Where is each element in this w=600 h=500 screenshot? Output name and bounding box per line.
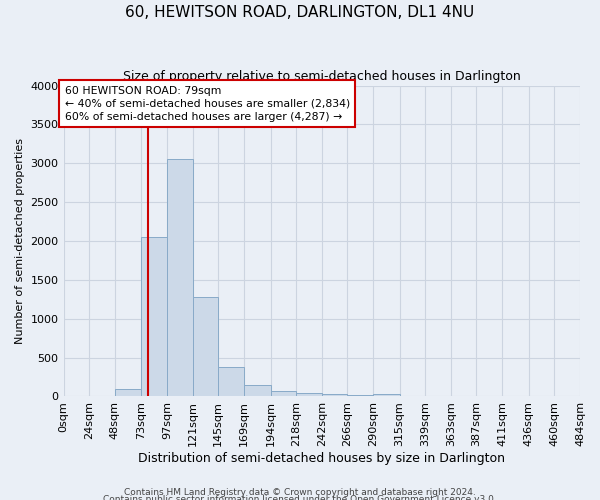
Bar bbox=[373, 394, 400, 396]
Title: Size of property relative to semi-detached houses in Darlington: Size of property relative to semi-detach… bbox=[123, 70, 521, 83]
Text: Contains HM Land Registry data © Crown copyright and database right 2024.: Contains HM Land Registry data © Crown c… bbox=[124, 488, 476, 497]
Bar bbox=[296, 393, 322, 396]
Bar bbox=[271, 390, 296, 396]
Bar bbox=[244, 385, 271, 396]
Text: Contains public sector information licensed under the Open Government Licence v3: Contains public sector information licen… bbox=[103, 496, 497, 500]
Bar bbox=[218, 368, 244, 396]
Text: 60 HEWITSON ROAD: 79sqm
← 40% of semi-detached houses are smaller (2,834)
60% of: 60 HEWITSON ROAD: 79sqm ← 40% of semi-de… bbox=[65, 86, 350, 122]
Bar bbox=[115, 388, 142, 396]
Text: 60, HEWITSON ROAD, DARLINGTON, DL1 4NU: 60, HEWITSON ROAD, DARLINGTON, DL1 4NU bbox=[125, 5, 475, 20]
Bar bbox=[193, 298, 218, 396]
Bar bbox=[142, 237, 167, 396]
Bar bbox=[167, 160, 193, 396]
Y-axis label: Number of semi-detached properties: Number of semi-detached properties bbox=[15, 138, 25, 344]
Bar bbox=[322, 394, 347, 396]
X-axis label: Distribution of semi-detached houses by size in Darlington: Distribution of semi-detached houses by … bbox=[138, 452, 505, 465]
